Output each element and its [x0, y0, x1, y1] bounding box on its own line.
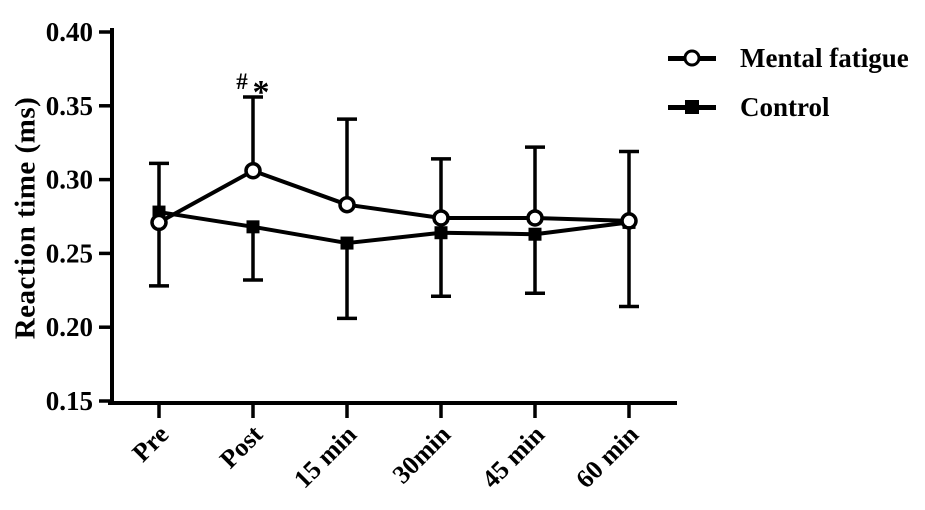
marker-open-circle [620, 212, 638, 230]
series-line-control [158, 210, 630, 246]
marker-open-circle [150, 213, 168, 232]
legend-label-control: Control [740, 91, 830, 122]
x-tick-label: Post [214, 420, 268, 474]
filled-square-marker-icon [668, 96, 716, 118]
series-line-mental-fatigue [158, 168, 630, 225]
marker-open-circle [526, 209, 544, 227]
open-circle-marker-icon [668, 47, 716, 69]
legend-label-mental-fatigue: Mental fatigue [740, 42, 909, 73]
x-tick-label: Pre [127, 420, 175, 468]
marker-open-circle [338, 195, 356, 214]
marker-filled-square [528, 227, 542, 241]
legend-item-control: Control [668, 91, 909, 123]
marker-open-circle [432, 209, 450, 227]
marker-filled-square [340, 236, 354, 250]
marker-filled-square [434, 226, 448, 240]
x-tick-label: 60 min [570, 419, 645, 494]
y-tick-label: 0.25 [46, 238, 93, 268]
x-tick-label: 15 min [288, 419, 363, 494]
legend-item-mental-fatigue: Mental fatigue [668, 42, 909, 74]
open-circle-icon [683, 49, 701, 67]
y-tick-label: 0.20 [46, 312, 93, 342]
chart-legend: Mental fatigue Control [668, 42, 909, 123]
y-tick-label: 0.40 [46, 17, 93, 47]
significance-star: * [253, 74, 270, 111]
y-tick-label: 0.30 [46, 165, 93, 195]
y-axis-title: Reaction time (ms) [9, 96, 42, 340]
filled-square-icon [685, 100, 699, 114]
marker-filled-square [246, 220, 260, 234]
x-tick-label: 45 min [476, 419, 551, 494]
significance-hash: # [236, 69, 248, 94]
y-tick-label: 0.35 [46, 91, 93, 121]
marker-open-circle [244, 161, 262, 180]
x-tick-label: 30min [387, 419, 457, 489]
y-tick-label: 0.15 [46, 386, 93, 416]
